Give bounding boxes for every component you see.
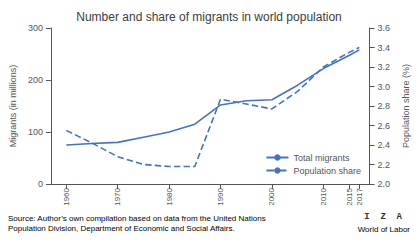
svg-text:Source: Author’s own compilati: Source: Author’s own compilation based o… bbox=[8, 214, 266, 223]
svg-text:Population share: Population share bbox=[293, 166, 361, 176]
svg-text:1980: 1980 bbox=[165, 187, 174, 205]
svg-text:3.0: 3.0 bbox=[378, 82, 391, 92]
svg-text:2015: 2015 bbox=[345, 187, 354, 205]
svg-text:1960: 1960 bbox=[62, 187, 71, 205]
svg-text:1970: 1970 bbox=[113, 187, 122, 205]
svg-text:3.6: 3.6 bbox=[378, 23, 391, 33]
svg-text:Population Division, Departmen: Population Division, Department of Econo… bbox=[8, 224, 235, 233]
svg-text:1990: 1990 bbox=[216, 187, 225, 205]
svg-text:2.0: 2.0 bbox=[378, 179, 391, 189]
svg-text:2.6: 2.6 bbox=[378, 121, 391, 131]
svg-text:Migrants (in millions): Migrants (in millions) bbox=[8, 65, 18, 148]
svg-text:0: 0 bbox=[38, 179, 43, 189]
svg-text:3.2: 3.2 bbox=[378, 62, 391, 72]
svg-text:Total migrants: Total migrants bbox=[293, 153, 350, 163]
svg-text:Population share (%): Population share (%) bbox=[401, 64, 411, 148]
svg-text:World of Labor: World of Labor bbox=[358, 225, 411, 234]
svg-text:2010: 2010 bbox=[319, 187, 328, 205]
svg-text:200: 200 bbox=[28, 75, 43, 85]
svg-text:300: 300 bbox=[28, 23, 43, 33]
svg-text:Number and share of migrants i: Number and share of migrants in world po… bbox=[76, 10, 341, 24]
svg-text:2.4: 2.4 bbox=[378, 140, 391, 150]
svg-text:2017: 2017 bbox=[355, 187, 364, 205]
svg-text:2000: 2000 bbox=[267, 187, 276, 205]
svg-text:2.8: 2.8 bbox=[378, 101, 391, 111]
svg-text:3.4: 3.4 bbox=[378, 43, 391, 53]
svg-text:100: 100 bbox=[28, 127, 43, 137]
svg-text:I Z A: I Z A bbox=[364, 212, 402, 222]
svg-text:2.2: 2.2 bbox=[378, 160, 391, 170]
